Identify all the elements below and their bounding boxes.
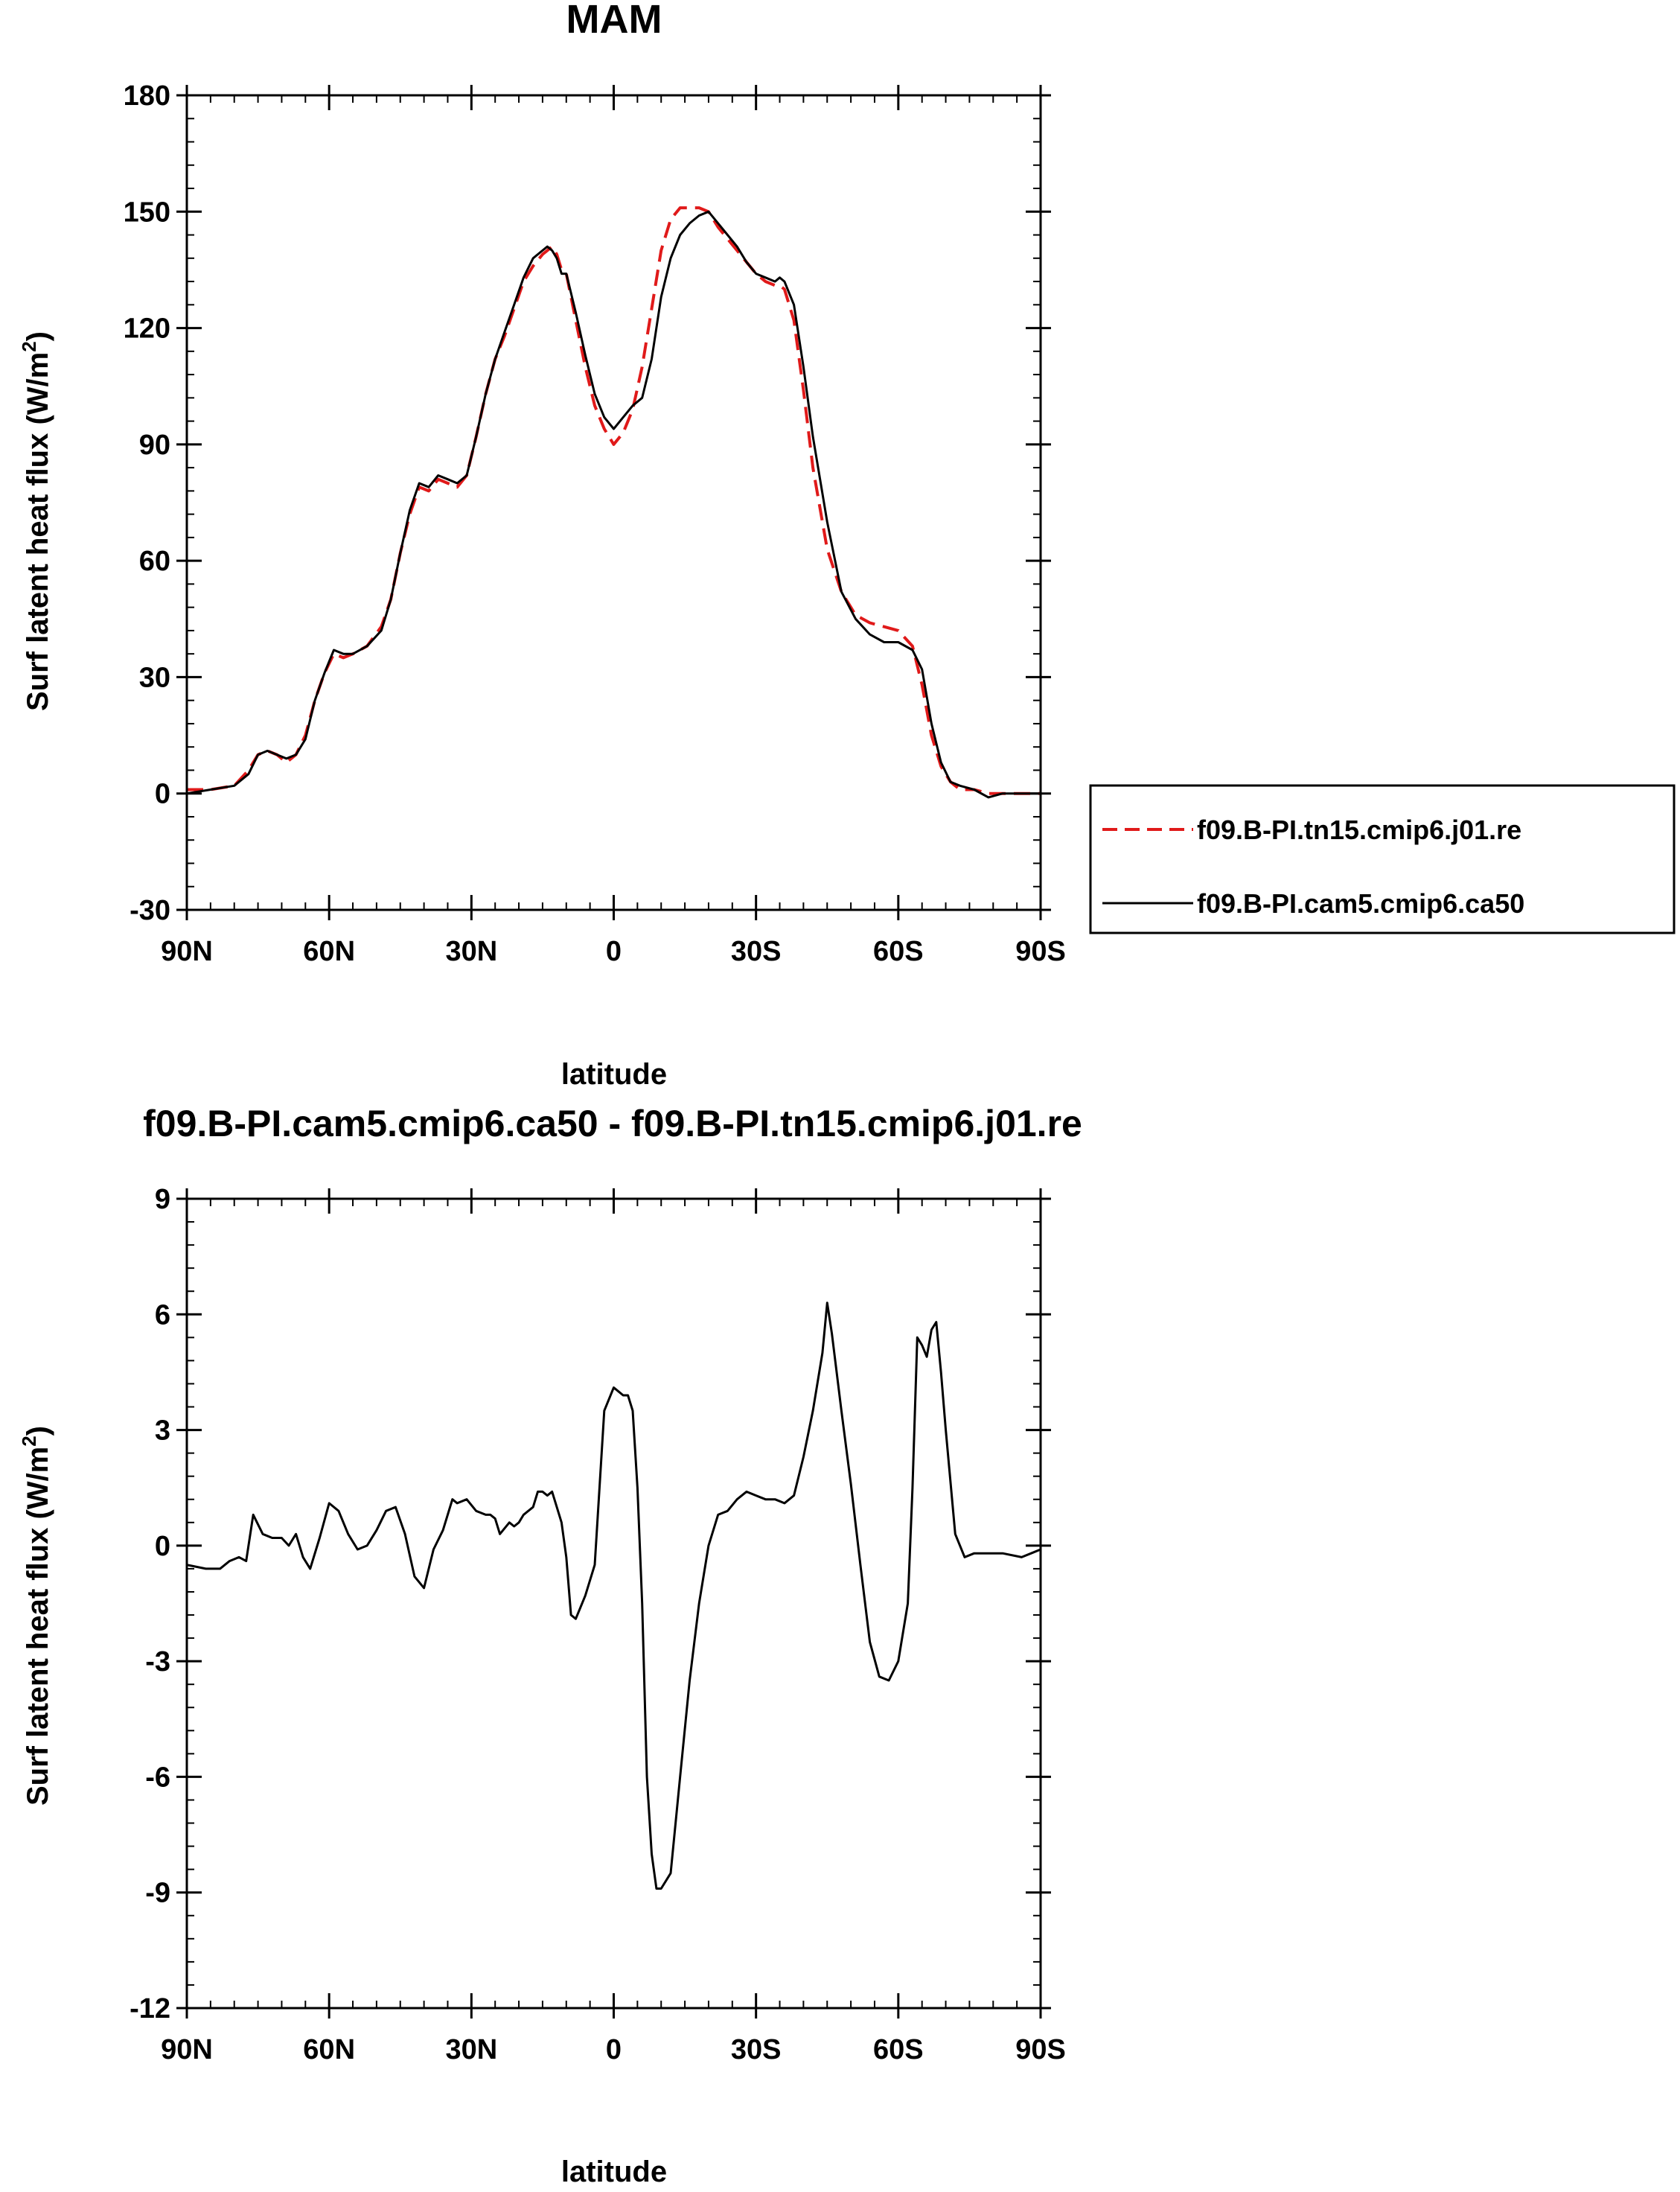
top-panel-x-tick-labels: 90N 60N 30N 0 30S 60S 90S: [161, 936, 1066, 967]
top-panel-y-axis-label: Surf latent heat flux (W/m2): [18, 331, 54, 711]
bottom-panel-series-lines: [186, 1302, 1041, 1890]
top-panel-minor-ticks: [187, 95, 1041, 910]
bottom-panel-y-axis-label: Surf latent heat flux (W/m2): [18, 1426, 54, 1806]
legend-box: [1089, 784, 1676, 934]
top-series-line-1: [186, 210, 1041, 799]
top-panel-x-axis-label: latitude: [561, 1058, 667, 1091]
bottom-panel-x-axis-label: latitude: [561, 2156, 667, 2188]
bottom-panel-plot-frame: [185, 1197, 1042, 2010]
top-panel-plot-frame: [185, 94, 1042, 911]
x-tick-label: 30S: [731, 2034, 782, 2065]
y-tick-label: 3: [155, 1415, 170, 1447]
y-tick-label: -3: [145, 1646, 170, 1678]
x-tick-label: 30N: [445, 936, 497, 967]
legend-label-black: f09.B-PI.cam5.cmip6.ca50: [1197, 888, 1524, 919]
y-tick-label: -12: [130, 1993, 170, 2024]
x-tick-label: 90S: [1015, 2034, 1066, 2065]
y-tick-label: -6: [145, 1762, 170, 1793]
y-tick-label: 6: [155, 1299, 170, 1331]
y-tick-label: 120: [124, 313, 170, 345]
bottom-panel: f09.B-PI.cam5.cmip6.ca50 - f09.B-PI.tn15…: [18, 1103, 1082, 2188]
top-panel-title: MAM: [566, 0, 662, 42]
x-tick-label: 30N: [445, 2034, 497, 2065]
top-panel-y-tick-labels: -30 0 30 60 90 120 150 180: [124, 80, 170, 926]
bottom-panel-major-ticks: [176, 1188, 1051, 2019]
bottom-panel-x-tick-labels: 90N 60N 30N 0 30S 60S 90S: [161, 2034, 1066, 2065]
top-panel-series-lines: [186, 206, 1041, 799]
top-panel-major-ticks: [176, 85, 1051, 920]
y-tick-label: 90: [139, 430, 170, 461]
y-tick-label: 180: [124, 80, 170, 112]
x-tick-label: 90N: [161, 2034, 213, 2065]
bottom-series-line-0: [186, 1302, 1041, 1890]
y-tick-label: 0: [155, 1531, 170, 1562]
x-tick-label: 0: [606, 2034, 622, 2065]
x-tick-label: 60N: [303, 2034, 355, 2065]
top-series-line-0: [187, 206, 1041, 795]
y-tick-label: -9: [145, 1878, 170, 1909]
legend: f09.B-PI.tn15.cmip6.j01.re f09.B-PI.cam5…: [1089, 784, 1676, 934]
y-tick-label: -30: [130, 895, 170, 926]
x-tick-label: 90N: [161, 936, 213, 967]
y-tick-label: 30: [139, 662, 170, 693]
y-tick-label: 150: [124, 197, 170, 228]
x-tick-label: 60N: [303, 936, 355, 967]
x-tick-label: 30S: [731, 936, 782, 967]
top-panel: MAM -30 0 30 60 90 120 150 180 90N 60N 30N 0 30S 60S…: [18, 0, 1676, 1091]
bottom-panel-minor-ticks: [187, 1199, 1041, 2008]
x-tick-label: 60S: [873, 936, 924, 967]
bottom-panel-title: f09.B-PI.cam5.cmip6.ca50 - f09.B-PI.tn15…: [143, 1103, 1082, 1144]
y-tick-label: 60: [139, 546, 170, 577]
x-tick-label: 60S: [873, 2034, 924, 2065]
x-tick-label: 90S: [1015, 936, 1066, 967]
x-tick-label: 0: [606, 936, 622, 967]
y-tick-label: 0: [155, 779, 170, 810]
y-tick-label: 9: [155, 1184, 170, 1215]
legend-label-red: f09.B-PI.tn15.cmip6.j01.re: [1197, 815, 1521, 845]
bottom-panel-y-tick-labels: -12 -9 -6 -3 0 3 6 9: [130, 1184, 170, 2024]
